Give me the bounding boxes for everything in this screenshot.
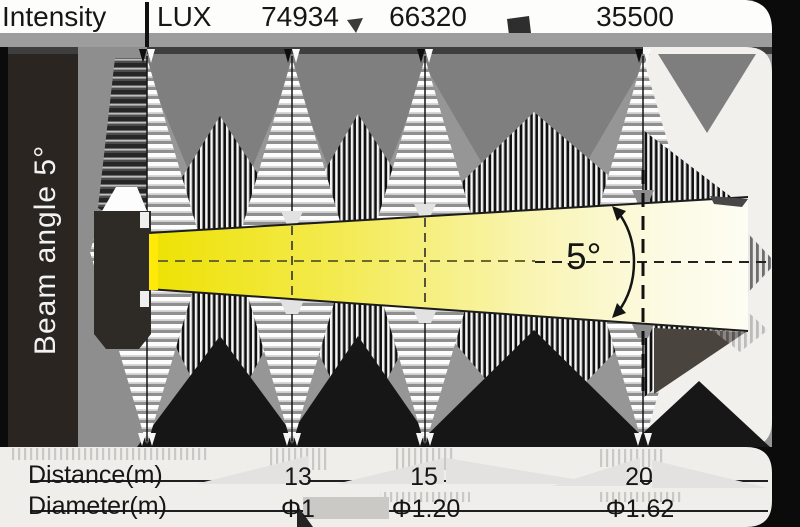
intensity-value: 66320 [389, 1, 467, 32]
arc-arrow-down [612, 303, 626, 318]
title-band [0, 0, 772, 33]
top-arrows [139, 49, 651, 63]
beam-angle-label: Beam angle 5° [29, 144, 62, 356]
artifact-mark [347, 18, 363, 33]
gray-strip [0, 33, 772, 47]
lamp-lens [149, 234, 158, 290]
intensity-unit: LUX [157, 1, 212, 32]
intensity-value: 74934 [261, 1, 339, 32]
occluder-shape [303, 497, 389, 519]
distance-value: 15 [410, 463, 438, 491]
lamp-body [94, 211, 151, 349]
arc-arrow-up [612, 206, 626, 221]
data-band [0, 447, 772, 527]
diameter-value: Φ1.62 [605, 495, 675, 523]
angle-arc [616, 211, 636, 313]
beam-top-edge [147, 196, 749, 234]
light-beam [152, 197, 748, 331]
distance-value: 13 [284, 463, 312, 491]
lamp-face-line-upper [145, 2, 149, 47]
intensity-value: 35500 [596, 1, 674, 32]
diameter-value: Φ1.20 [391, 495, 461, 523]
artifact-mark [507, 16, 531, 35]
lamp-highlight [102, 187, 147, 211]
occluder-triangle [297, 505, 313, 527]
distance-label: Distance(m) [28, 461, 163, 489]
intensity-label: Intensity [2, 1, 107, 32]
bottom-arrows [138, 433, 652, 446]
angle-annotation: 5° [566, 236, 602, 277]
left-panel [8, 54, 78, 447]
distance-value: 20 [625, 463, 653, 491]
beam-bottom-edge [147, 288, 749, 332]
diameter-value: Φ1 [281, 495, 315, 523]
wall-pattern [8, 47, 772, 447]
diameter-label: Diameter(m) [28, 492, 167, 520]
